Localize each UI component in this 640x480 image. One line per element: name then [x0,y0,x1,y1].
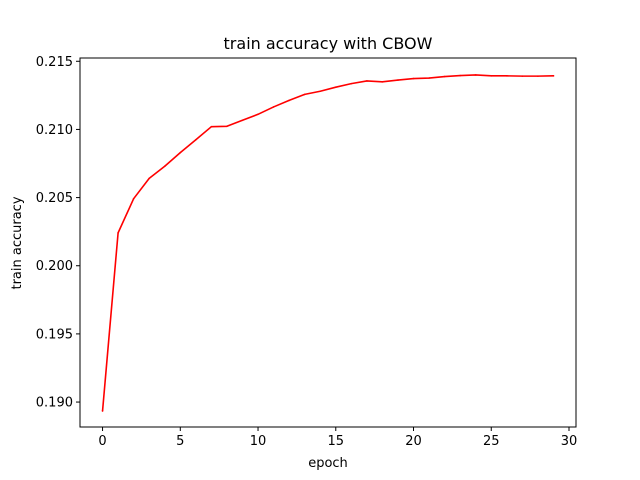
data-point [443,75,446,78]
data-point [459,74,461,77]
series-line [101,74,555,412]
data-point [366,80,368,82]
data-point [303,93,306,96]
data-point [552,75,555,77]
x-tick-label: 30 [561,434,578,449]
chart-title: train accuracy with CBOW [224,34,433,53]
data-point [350,82,353,85]
x-tick-label: 5 [176,434,184,449]
data-point [148,177,150,180]
data-point [210,125,213,128]
data-point [132,197,135,200]
data-point [288,99,290,102]
plot-area-frame [79,57,577,428]
x-tick-label: 15 [328,434,345,449]
data-point [490,75,493,77]
x-tick-label: 20 [405,434,422,449]
data-point [179,151,182,154]
x-axis-ticks: 0 5 10 15 20 25 30 [98,427,577,449]
data-point [117,232,119,234]
data-point [272,106,275,108]
y-tick-label: 0.190 [36,396,73,411]
data-point [334,86,337,88]
data-point [241,119,244,122]
series-group [101,74,555,412]
y-tick-label: 0.205 [36,191,73,206]
data-point [521,75,524,77]
x-tick-label: 10 [250,434,267,449]
y-tick-label: 0.215 [36,55,73,70]
data-point [257,113,259,116]
data-point [381,81,384,83]
data-point [319,90,322,93]
data-point [226,125,228,128]
data-point [506,75,508,77]
data-point [397,79,399,81]
y-tick-label: 0.200 [36,259,73,274]
x-tick-label: 0 [98,434,106,449]
x-axis-label: epoch [308,456,348,471]
y-tick-label: 0.195 [36,327,73,342]
data-point [474,74,477,76]
data-point [428,77,430,79]
x-tick-label: 25 [483,434,500,449]
data-point [195,138,197,141]
y-tick-label: 0.210 [36,123,73,138]
data-point [412,77,415,80]
y-axis-ticks: 0.190 0.195 0.200 0.205 0.210 0.215 [36,55,80,411]
data-point [101,410,104,412]
data-point [163,165,166,168]
y-axis-label: train accuracy [10,196,25,289]
data-point [537,75,539,77]
